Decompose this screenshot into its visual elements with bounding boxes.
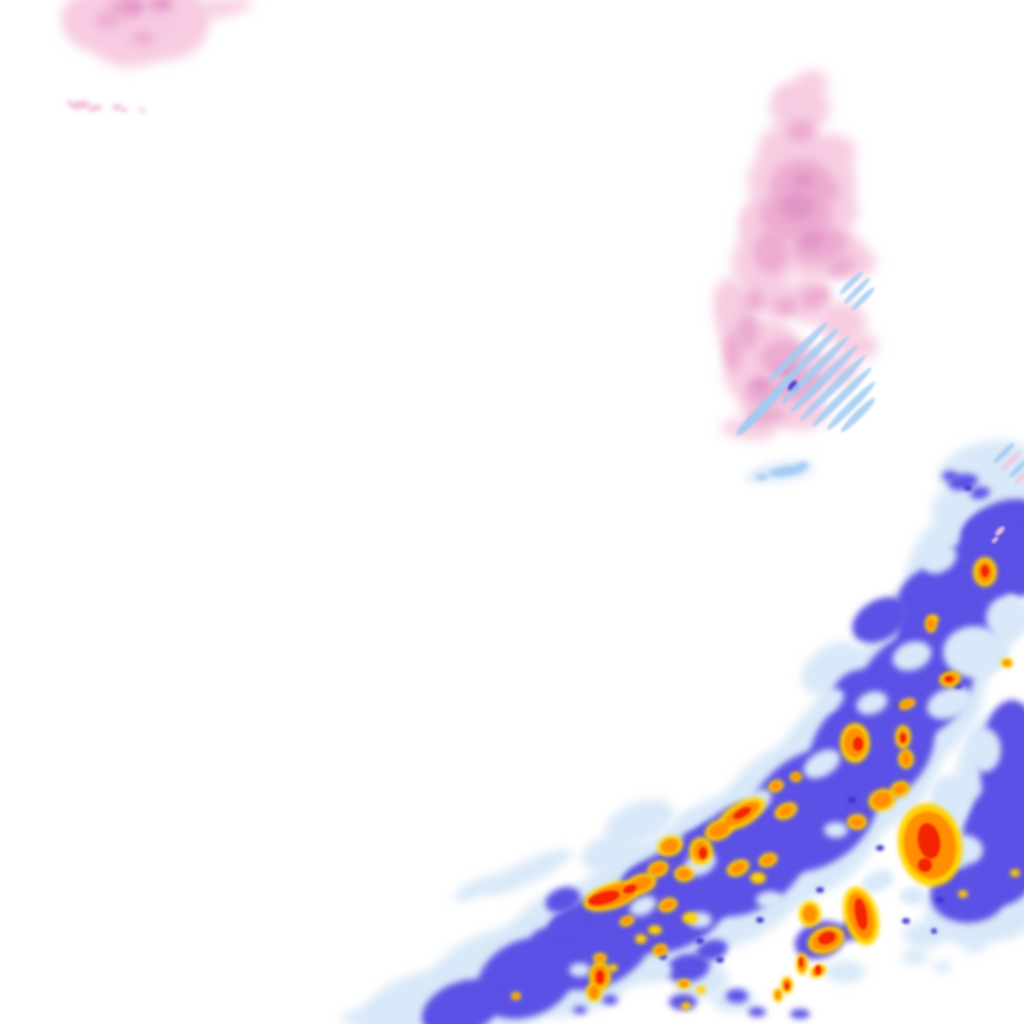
weather-radar-tile (0, 0, 1024, 1024)
radar-precipitation-map (0, 0, 1024, 1024)
